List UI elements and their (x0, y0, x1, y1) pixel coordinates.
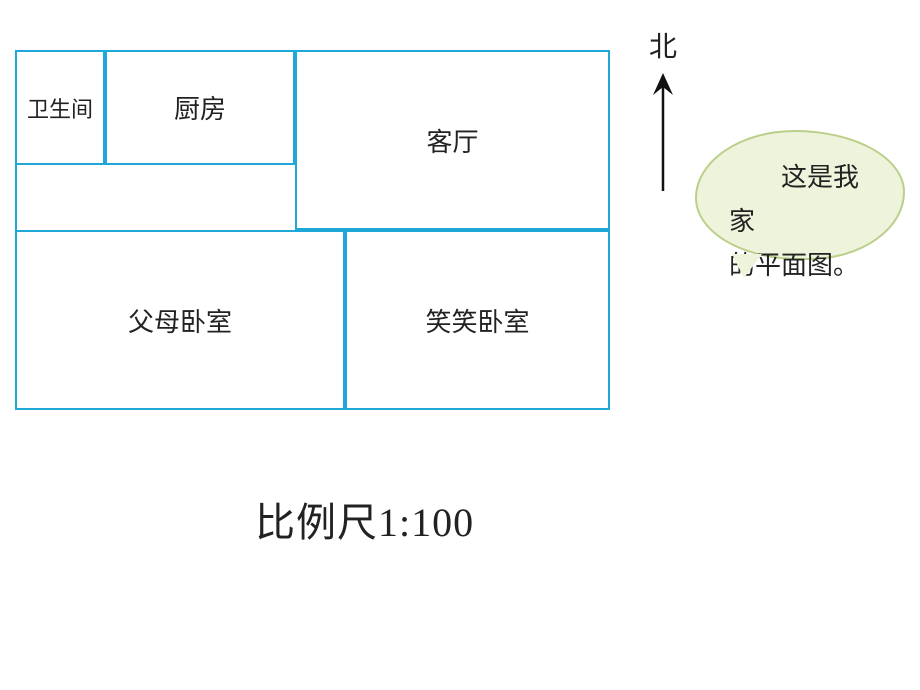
room-label: 卫生间 (27, 92, 93, 124)
compass: 北 (638, 25, 688, 193)
room-label: 父母卧室 (128, 302, 232, 339)
speech-bubble: 这是我家 的平面图。 (695, 130, 905, 260)
room-kitchen: 厨房 (105, 50, 295, 165)
room-child-bedroom: 笑笑卧室 (345, 230, 610, 410)
north-arrow-icon (651, 73, 675, 193)
room-label: 客厅 (426, 122, 478, 159)
room-living: 客厅 (295, 50, 610, 230)
compass-label: 北 (638, 25, 688, 65)
bubble-text-line2: 的平面图。 (729, 244, 881, 288)
room-label: 笑笑卧室 (425, 302, 529, 339)
bubble-text-line1: 这是我家 (729, 156, 881, 244)
room-parents-bedroom: 父母卧室 (15, 230, 345, 410)
floor-plan: 卫生间 厨房 客厅 父母卧室 笑笑卧室 (15, 50, 610, 410)
room-label: 厨房 (174, 89, 226, 126)
room-bathroom: 卫生间 (15, 50, 105, 165)
scale-label: 比例尺1:100 (255, 490, 474, 548)
